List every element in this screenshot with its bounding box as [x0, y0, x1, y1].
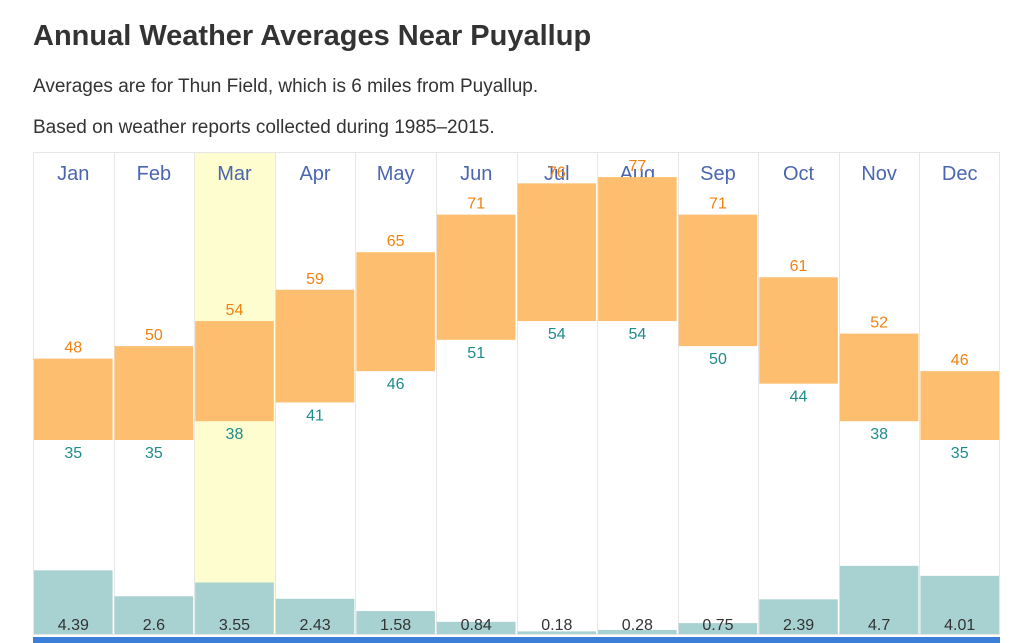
chart-frame — [33, 152, 1000, 635]
precip-bar-may — [356, 611, 435, 634]
month-label-may: May — [377, 163, 415, 185]
high-temp-label-oct: 61 — [790, 258, 808, 275]
low-temp-label-jul: 54 — [548, 326, 566, 343]
temp-range-bar-dec — [920, 371, 999, 440]
month-label-jul: Jul — [544, 163, 570, 185]
low-temp-label-jun: 51 — [467, 345, 485, 362]
precip-bar-jul — [517, 631, 597, 634]
high-temp-label-sep: 71 — [709, 196, 727, 213]
month-label-jun: Jun — [460, 163, 492, 185]
month-label-feb: Feb — [137, 163, 171, 185]
temp-range-bar-may — [356, 252, 435, 372]
high-temp-label-jul: 76 — [548, 164, 566, 181]
precip-label-aug: 0.28 — [622, 617, 653, 634]
high-temp-label-may: 65 — [387, 233, 405, 250]
month-label-jan: Jan — [57, 163, 89, 185]
bottom-accent-bar — [33, 637, 1000, 643]
high-temp-label-feb: 50 — [145, 327, 163, 344]
precip-bar-jun — [436, 621, 516, 634]
page-title: Annual Weather Averages Near Puyallup — [33, 20, 592, 52]
precip-label-jul: 0.18 — [541, 617, 572, 634]
month-label-sep: Sep — [700, 163, 736, 185]
temp-range-bar-jul — [517, 183, 597, 322]
high-temp-label-dec: 46 — [951, 352, 969, 369]
low-temp-label-apr: 41 — [306, 407, 324, 424]
high-temp-label-jan: 48 — [64, 340, 82, 357]
precip-label-sep: 0.75 — [702, 617, 733, 634]
precip-label-apr: 2.43 — [299, 617, 330, 634]
precip-label-jun: 0.84 — [461, 617, 492, 634]
precip-label-nov: 4.7 — [868, 617, 890, 634]
low-temp-label-dec: 35 — [951, 445, 969, 462]
month-label-apr: Apr — [299, 163, 330, 185]
temp-range-bar-aug — [598, 177, 677, 322]
precip-bar-oct — [759, 599, 838, 634]
temp-range-bar-jan — [34, 358, 113, 440]
low-temp-label-mar: 38 — [226, 426, 244, 443]
period-subtitle: Based on weather reports collected durin… — [33, 117, 495, 138]
precip-bar-sep — [678, 623, 758, 634]
month-label-oct: Oct — [783, 163, 815, 185]
low-temp-label-may: 46 — [387, 376, 405, 393]
precip-label-may: 1.58 — [380, 617, 411, 634]
precip-label-feb: 2.6 — [143, 617, 165, 634]
temp-range-bar-oct — [759, 277, 838, 384]
temp-range-bar-jun — [436, 214, 516, 340]
precip-bar-apr — [275, 598, 355, 634]
precip-bar-feb — [114, 596, 194, 634]
low-temp-label-jan: 35 — [64, 445, 82, 462]
high-temp-label-aug: 77 — [628, 158, 646, 175]
low-temp-label-feb: 35 — [145, 445, 163, 462]
precip-bar-jan — [34, 570, 113, 634]
temp-range-bar-nov — [839, 333, 919, 422]
precip-bar-dec — [920, 575, 999, 634]
precip-label-oct: 2.39 — [783, 617, 814, 634]
temp-range-bar-apr — [275, 289, 355, 403]
low-temp-label-sep: 50 — [709, 351, 727, 368]
high-temp-label-mar: 54 — [226, 302, 244, 319]
temp-range-bar-mar — [195, 321, 274, 422]
location-subtitle: Averages are for Thun Field, which is 6 … — [33, 76, 539, 97]
precip-bar-nov — [839, 565, 919, 634]
precip-bar-mar — [195, 582, 274, 634]
low-temp-label-aug: 54 — [628, 326, 646, 343]
precip-label-jan: 4.39 — [58, 617, 89, 634]
low-temp-label-nov: 38 — [870, 426, 888, 443]
precip-bar-aug — [598, 629, 677, 634]
precip-label-dec: 4.01 — [944, 617, 975, 634]
high-temp-label-nov: 52 — [870, 315, 888, 332]
temp-range-bar-sep — [678, 214, 758, 347]
high-temp-label-apr: 59 — [306, 271, 324, 288]
temp-range-bar-feb — [114, 346, 194, 440]
month-label-mar: Mar — [217, 163, 252, 185]
low-temp-label-oct: 44 — [790, 389, 808, 406]
high-temp-label-jun: 71 — [467, 196, 485, 213]
month-label-dec: Dec — [942, 163, 978, 185]
month-label-nov: Nov — [861, 163, 897, 185]
precip-label-mar: 3.55 — [219, 617, 250, 634]
